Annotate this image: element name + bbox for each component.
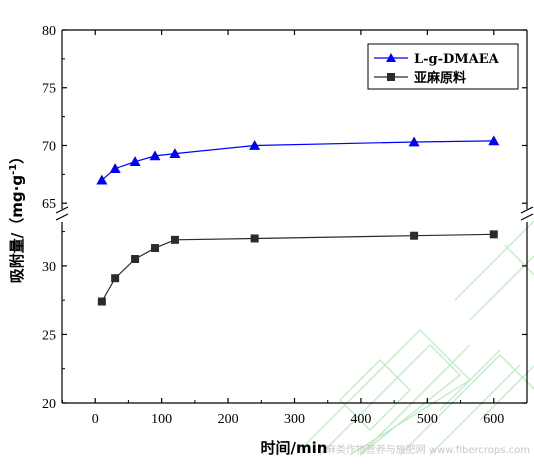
data-point-square xyxy=(151,244,159,253)
y-tick-label: 20 xyxy=(42,397,56,412)
y-axis-title-sup: -1 xyxy=(8,164,19,175)
y-axis-title: 吸附量/（mg·g-1） xyxy=(8,149,26,283)
y-axis-ticks: 65 70 75 80 20 25 30 xyxy=(42,24,527,412)
svg-text:吸附量/（mg·g-1）: 吸附量/（mg·g-1） xyxy=(8,149,26,283)
axis-break-marks xyxy=(55,206,534,221)
data-point-square xyxy=(250,234,259,243)
legend-entry-0: L-g-DMAEA xyxy=(374,52,500,67)
legend: L-g-DMAEA 亚麻原料 xyxy=(367,43,519,90)
legend-label-0: L-g-DMAEA xyxy=(414,52,500,67)
legend-entry-1: 亚麻原料 xyxy=(374,70,466,86)
legend-marker-triangle xyxy=(386,53,396,62)
y-tick-label: 75 xyxy=(42,82,56,97)
series-layer xyxy=(96,135,500,306)
break-mark-left-2 xyxy=(55,213,69,221)
data-point-square xyxy=(410,231,419,240)
y-tick-label: 80 xyxy=(42,24,56,39)
data-point-triangle xyxy=(169,148,181,158)
y-tick-label: 70 xyxy=(42,139,56,154)
data-point-triangle xyxy=(109,163,121,173)
y-axis-title-close: ） xyxy=(8,149,26,164)
y-axis-title-main: 吸附量/（mg·g xyxy=(8,175,26,283)
x-tick-label: 400 xyxy=(350,412,371,427)
data-point-square xyxy=(170,235,179,244)
break-mark-left-1 xyxy=(55,206,69,214)
x-tick-label: 500 xyxy=(417,412,438,427)
data-point-triangle xyxy=(149,150,161,161)
data-point-triangle xyxy=(488,135,500,146)
series-line-1 xyxy=(101,233,494,302)
data-point-triangle xyxy=(96,174,108,185)
break-mark-right-2 xyxy=(520,213,534,221)
x-tick-label: 100 xyxy=(151,412,172,427)
x-tick-label: 600 xyxy=(483,412,504,427)
x-tick-label: 200 xyxy=(218,412,239,427)
y-tick-label: 65 xyxy=(42,197,56,212)
series-line-0 xyxy=(101,140,494,181)
data-point-triangle xyxy=(408,136,420,147)
x-tick-label: 300 xyxy=(284,412,305,427)
y-tick-label: 30 xyxy=(42,260,56,275)
data-point-triangle xyxy=(249,139,261,150)
data-point-square xyxy=(489,230,498,239)
watermark-lines xyxy=(299,220,534,456)
legend-marker-square xyxy=(387,73,395,81)
data-point-square xyxy=(111,274,120,283)
data-point-triangle xyxy=(129,156,141,167)
watermark-text: 麻类作物营养与施肥网 www.fibercrops.com xyxy=(326,443,530,456)
data-point-square xyxy=(97,297,106,306)
legend-box xyxy=(367,43,519,90)
y-tick-label: 25 xyxy=(42,328,56,343)
data-point-square xyxy=(131,255,140,264)
x-tick-label: 0 xyxy=(92,412,99,427)
legend-label-1: 亚麻原料 xyxy=(414,70,466,86)
break-mark-right-1 xyxy=(520,206,534,214)
x-axis-ticks: 0 100 200 300 400 500 600 xyxy=(62,30,504,427)
x-axis-title: 时间/min xyxy=(261,439,328,457)
